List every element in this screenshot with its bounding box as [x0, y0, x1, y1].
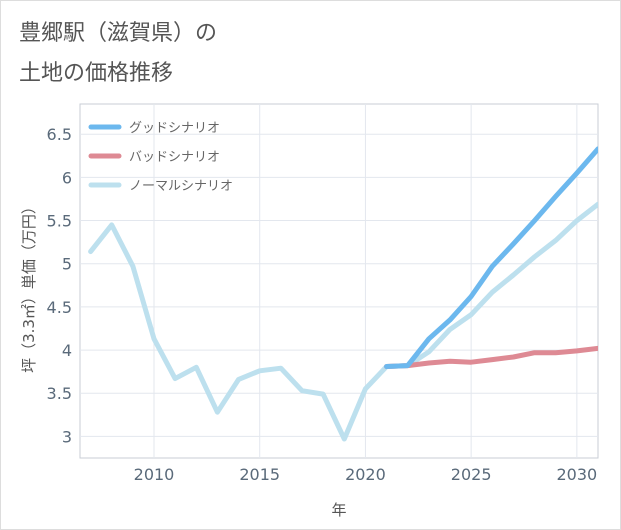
- legend-label-2: バッドシナリオ: [129, 150, 220, 165]
- y-tick-label: 4: [62, 341, 72, 360]
- chart-title-line-2: 土地の価格推移: [19, 61, 174, 86]
- x-tick-label: 2020: [345, 465, 386, 484]
- y-axis-label: 坪（3.3㎡）単価（万円）: [20, 199, 38, 373]
- chart-title-line-1: 豊郷駅（滋賀県）の: [19, 21, 218, 46]
- legend-label-1: グッドシナリオ: [129, 121, 220, 136]
- x-axis-label: 年: [331, 501, 346, 519]
- series-line-3: [88, 201, 598, 442]
- y-tick-label: 5: [62, 255, 72, 274]
- x-tick-label: 2015: [239, 465, 280, 484]
- y-tick-label: 4.5: [47, 298, 72, 317]
- series-line-1: [384, 146, 598, 369]
- x-tick-label: 2030: [556, 465, 597, 484]
- y-tick-label: 3: [62, 427, 72, 446]
- y-tick-label: 5.5: [47, 212, 72, 231]
- legend-label-3: ノーマルシナリオ: [129, 179, 233, 194]
- plot-area: [79, 103, 599, 459]
- series-line-2: [384, 345, 598, 369]
- y-tick-label: 3.5: [47, 384, 72, 403]
- y-tick-label: 6: [62, 168, 72, 187]
- y-tick-label: 6.5: [47, 125, 72, 144]
- x-tick-label: 2010: [134, 465, 175, 484]
- x-tick-label: 2025: [451, 465, 492, 484]
